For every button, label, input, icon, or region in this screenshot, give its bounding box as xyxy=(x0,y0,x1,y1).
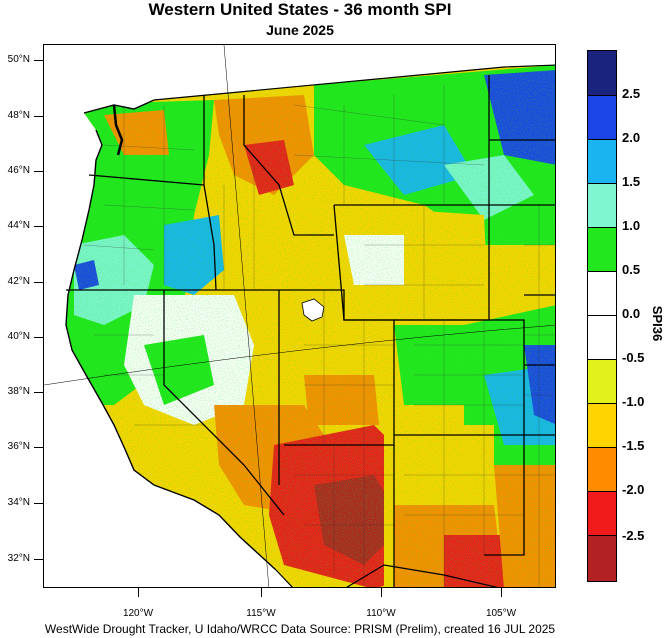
lat-tick xyxy=(34,226,43,227)
lat-tick xyxy=(34,337,43,338)
puget-sound xyxy=(112,104,124,156)
lon-tick xyxy=(501,588,502,597)
colorbar-segment xyxy=(588,359,616,403)
lat-label-44: 44°N xyxy=(7,220,30,231)
lat-tick xyxy=(34,559,43,560)
map-title: Western United States - 36 month SPI xyxy=(148,0,452,19)
colorbar-label: -0.5 xyxy=(622,350,645,365)
county-lines xyxy=(83,85,555,587)
colorbar-label: 1.0 xyxy=(622,218,641,233)
colorbar-label: 0.5 xyxy=(622,262,641,277)
colorbar-label: 2.0 xyxy=(622,130,641,145)
colorbar-segment xyxy=(588,315,616,359)
colorbar-segment xyxy=(588,403,616,447)
colorbar-label: 2.5 xyxy=(622,86,641,101)
lon-tick xyxy=(138,588,139,597)
spi-colorbar xyxy=(587,50,617,582)
lat-label-50: 50°N xyxy=(7,54,30,65)
graticule xyxy=(44,45,555,587)
lat-label-38: 38°N xyxy=(7,386,30,397)
colorbar-label: -2.5 xyxy=(622,528,645,543)
lat-tick xyxy=(34,447,43,448)
lon-tick xyxy=(261,588,262,597)
canada-border xyxy=(153,64,555,101)
colorbar-segment xyxy=(588,139,616,183)
lat-tick xyxy=(34,503,43,504)
colorbar-label: -1.5 xyxy=(622,438,645,453)
lat-tick xyxy=(34,171,43,172)
colorbar-segment xyxy=(588,227,616,271)
colorbar-label: -2.0 xyxy=(622,482,645,497)
lon-label-115: 115°W xyxy=(246,608,276,619)
lat-tick xyxy=(34,392,43,393)
lat-tick xyxy=(34,60,43,61)
colorbar-segment xyxy=(588,95,616,139)
lat-label-32: 32°N xyxy=(7,553,30,564)
colorbar-label: -1.0 xyxy=(622,394,645,409)
land-fill xyxy=(66,65,555,587)
lat-label-36: 36°N xyxy=(7,441,30,452)
colorbar-segment xyxy=(588,51,616,95)
lat-label-48: 48°N xyxy=(7,110,30,121)
lat-label-46: 46°N xyxy=(7,165,30,176)
spi-map xyxy=(43,44,556,588)
colorbar-segment xyxy=(588,271,616,315)
lat-label-40: 40°N xyxy=(7,331,30,342)
lon-label-110: 110°W xyxy=(366,608,396,619)
colorbar-segment xyxy=(588,447,616,491)
lon-label-120: 120°W xyxy=(122,608,154,619)
lat-label-34: 34°N xyxy=(7,497,30,508)
colorbar-label: 0.0 xyxy=(622,306,641,321)
lat-tick xyxy=(34,116,43,117)
lat-tick xyxy=(34,282,43,283)
map-footer: WestWide Drought Tracker, U Idaho/WRCC D… xyxy=(44,622,556,636)
colorbar-segment xyxy=(588,491,616,535)
lon-label-105: 105°W xyxy=(485,608,517,619)
great-salt-lake xyxy=(301,298,325,322)
colorbar-label: 1.5 xyxy=(622,174,641,189)
map-subtitle: June 2025 xyxy=(266,22,334,38)
colorbar-segment xyxy=(588,183,616,227)
lon-tick xyxy=(381,588,382,597)
lat-label-42: 42°N xyxy=(7,276,30,287)
map-svg xyxy=(44,45,555,587)
colorbar-title: SPI36 xyxy=(650,305,666,342)
colorbar-segment xyxy=(588,535,616,581)
